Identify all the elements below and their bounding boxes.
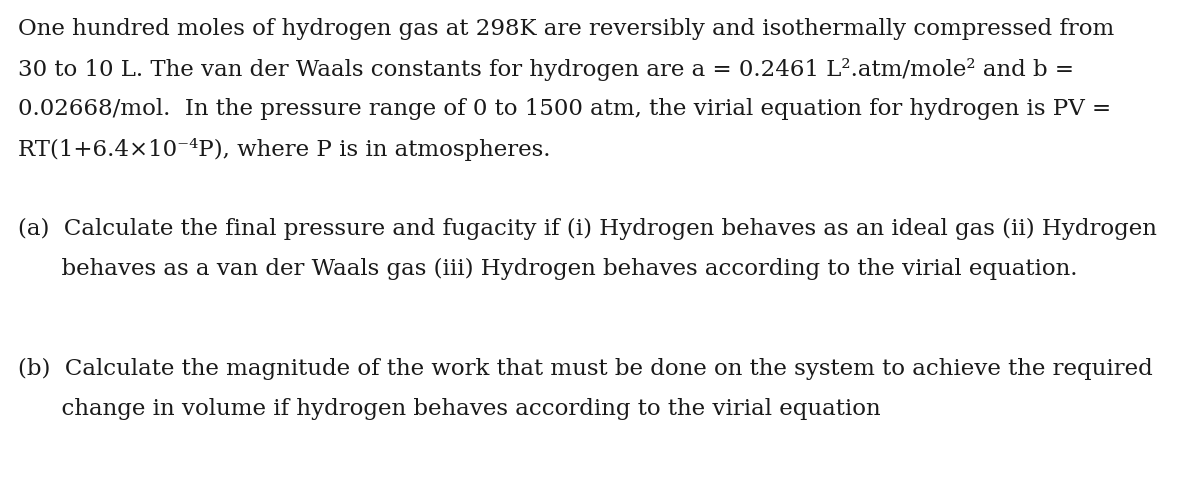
Text: behaves as a van der Waals gas (iii) Hydrogen behaves according to the virial eq: behaves as a van der Waals gas (iii) Hyd… xyxy=(18,258,1078,280)
Text: (b)  Calculate the magnitude of the work that must be done on the system to achi: (b) Calculate the magnitude of the work … xyxy=(18,358,1153,380)
Text: RT(1+6.4×10⁻⁴P), where P is in atmospheres.: RT(1+6.4×10⁻⁴P), where P is in atmospher… xyxy=(18,138,551,161)
Text: One hundred moles of hydrogen gas at 298K are reversibly and isothermally compre: One hundred moles of hydrogen gas at 298… xyxy=(18,18,1115,40)
Text: (a)  Calculate the final pressure and fugacity if (i) Hydrogen behaves as an ide: (a) Calculate the final pressure and fug… xyxy=(18,218,1157,240)
Text: 0.02668/mol.  In the pressure range of 0 to 1500 atm, the virial equation for hy: 0.02668/mol. In the pressure range of 0 … xyxy=(18,98,1111,120)
Text: change in volume if hydrogen behaves according to the virial equation: change in volume if hydrogen behaves acc… xyxy=(18,398,881,420)
Text: 30 to 10 L. The van der Waals constants for hydrogen are a = 0.2461 L².atm/mole²: 30 to 10 L. The van der Waals constants … xyxy=(18,58,1074,81)
